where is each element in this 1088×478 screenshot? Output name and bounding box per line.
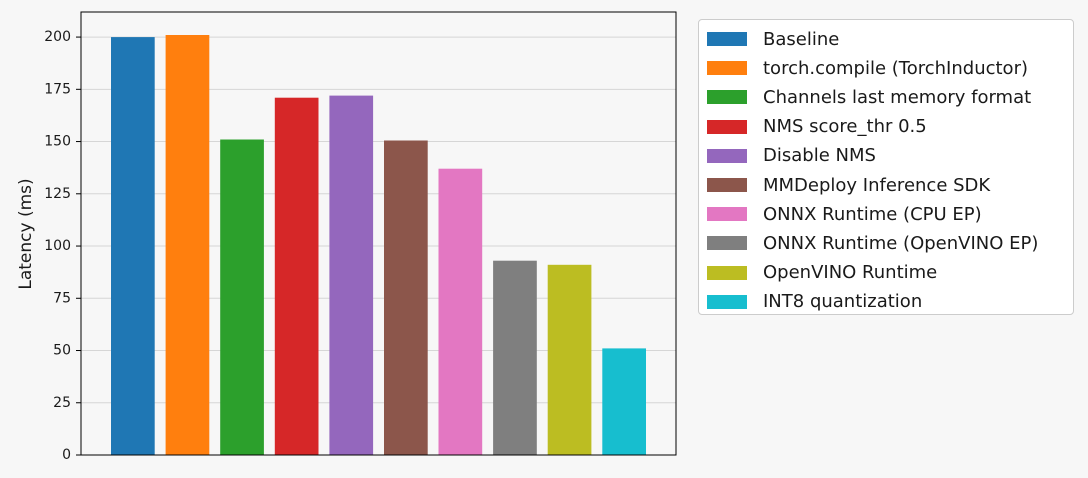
bar-3 bbox=[220, 139, 264, 455]
legend-swatch bbox=[707, 32, 747, 46]
legend-swatch bbox=[707, 61, 747, 76]
y-axis-ticks: 0 25 50 75 100 125 150 175 200 bbox=[44, 29, 81, 463]
legend-swatch bbox=[707, 148, 747, 163]
y-tick-label: 175 bbox=[44, 81, 71, 97]
bar-8 bbox=[493, 260, 537, 455]
y-tick-label: 100 bbox=[44, 238, 71, 254]
legend-label: Disable NMS bbox=[763, 145, 876, 167]
bar-7 bbox=[438, 168, 483, 455]
y-tick-label: 0 bbox=[62, 447, 71, 463]
legend-item: torch.compile (TorchInductor) bbox=[707, 56, 1028, 80]
bar-5 bbox=[329, 95, 374, 455]
legend-swatch bbox=[707, 178, 747, 192]
y-tick-label: 25 bbox=[53, 395, 71, 411]
legend-swatch bbox=[707, 207, 747, 222]
y-tick-label: 50 bbox=[53, 343, 71, 359]
legend-label: INT8 quantization bbox=[763, 291, 923, 313]
y-tick-label: 200 bbox=[44, 29, 71, 45]
legend: Baseline torch.compile (TorchInductor) Cha… bbox=[698, 19, 1074, 315]
legend-swatch bbox=[707, 90, 747, 105]
legend-item: INT8 quantization bbox=[707, 290, 922, 314]
legend-item: Disable NMS bbox=[707, 144, 876, 168]
legend-item: OpenVINO Runtime bbox=[707, 261, 937, 285]
plot-area-frame bbox=[80, 11, 677, 456]
legend-label: OpenVINO Runtime bbox=[763, 262, 938, 284]
legend-label: torch.compile (TorchInductor) bbox=[763, 57, 1028, 79]
legend-swatch bbox=[707, 294, 747, 309]
legend-label: NMS score_thr 0.5 bbox=[763, 116, 927, 138]
y-tick-label: 75 bbox=[53, 290, 71, 306]
y-axis-title: Latency (ms) bbox=[16, 178, 36, 289]
legend-swatch bbox=[707, 265, 747, 280]
legend-item: Channels last memory format bbox=[707, 85, 1031, 109]
legend-item: MMDeploy Inference SDK bbox=[707, 173, 990, 197]
legend-label: ONNX Runtime (OpenVINO EP) bbox=[763, 232, 1039, 254]
bars bbox=[111, 35, 646, 455]
bar-6 bbox=[384, 140, 428, 455]
y-tick-label: 125 bbox=[44, 186, 71, 202]
bar-4 bbox=[274, 97, 319, 455]
legend-label: Baseline bbox=[763, 28, 840, 50]
legend-item: ONNX Runtime (CPU EP) bbox=[707, 202, 982, 226]
legend-item: NMS score_thr 0.5 bbox=[707, 115, 927, 139]
legend-swatch bbox=[707, 119, 747, 134]
legend-label: MMDeploy Inference SDK bbox=[763, 174, 991, 196]
legend-label: Channels last memory format bbox=[763, 86, 1032, 108]
legend-label: ONNX Runtime (CPU EP) bbox=[763, 203, 982, 225]
bar-10 bbox=[602, 348, 646, 455]
legend-item: ONNX Runtime (OpenVINO EP) bbox=[707, 231, 1038, 255]
bar-1 bbox=[111, 37, 155, 455]
bar-9 bbox=[547, 264, 592, 455]
y-tick-label: 150 bbox=[44, 134, 71, 150]
bar-2 bbox=[165, 35, 210, 455]
legend-swatch bbox=[707, 236, 747, 251]
legend-item: Baseline bbox=[707, 27, 839, 51]
